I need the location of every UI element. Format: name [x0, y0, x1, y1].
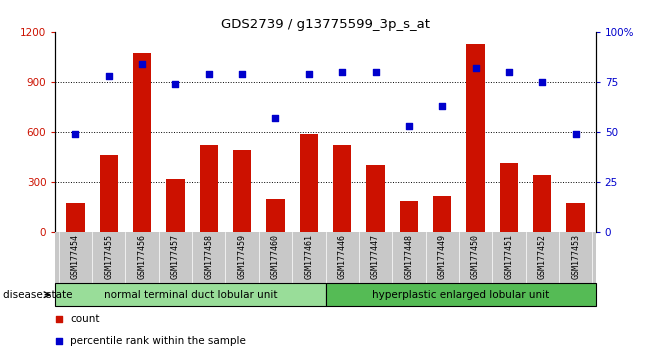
Point	[137, 61, 147, 67]
Point	[437, 103, 447, 109]
Bar	[433, 196, 451, 232]
Bar	[500, 163, 518, 232]
Text: GSM177455: GSM177455	[104, 234, 113, 279]
Point	[537, 79, 547, 85]
Bar	[200, 145, 218, 232]
Bar	[66, 203, 85, 232]
Text: count: count	[70, 314, 100, 324]
Text: GSM177456: GSM177456	[137, 234, 146, 279]
Text: GSM177450: GSM177450	[471, 234, 480, 279]
Point	[270, 115, 281, 121]
Text: GSM177461: GSM177461	[304, 234, 313, 279]
Point	[337, 69, 348, 75]
Point	[404, 123, 414, 129]
Text: disease state: disease state	[3, 290, 73, 300]
Text: GSM177459: GSM177459	[238, 234, 247, 279]
Point	[204, 71, 214, 77]
Point	[471, 65, 481, 71]
Bar	[533, 175, 551, 232]
Text: GSM177447: GSM177447	[371, 234, 380, 279]
Text: GSM177446: GSM177446	[338, 234, 347, 279]
Bar	[333, 145, 352, 232]
Text: GSM177452: GSM177452	[538, 234, 547, 279]
Text: GSM177449: GSM177449	[437, 234, 447, 279]
Point	[370, 69, 381, 75]
Bar	[466, 44, 485, 232]
Bar	[400, 201, 418, 232]
Point	[104, 73, 114, 79]
Text: normal terminal duct lobular unit: normal terminal duct lobular unit	[104, 290, 277, 300]
Bar	[566, 203, 585, 232]
Point	[53, 338, 64, 343]
Text: GSM177458: GSM177458	[204, 234, 214, 279]
Bar	[233, 150, 251, 232]
Bar	[166, 178, 185, 232]
Text: GSM177457: GSM177457	[171, 234, 180, 279]
Point	[70, 131, 81, 137]
Bar	[55, 283, 325, 306]
Bar	[299, 133, 318, 232]
Bar	[266, 199, 284, 232]
Title: GDS2739 / g13775599_3p_s_at: GDS2739 / g13775599_3p_s_at	[221, 18, 430, 31]
Point	[53, 316, 64, 321]
Point	[504, 69, 514, 75]
Bar	[100, 155, 118, 232]
Text: GSM177448: GSM177448	[404, 234, 413, 279]
Point	[570, 131, 581, 137]
Text: GSM177454: GSM177454	[71, 234, 80, 279]
Text: hyperplastic enlarged lobular unit: hyperplastic enlarged lobular unit	[372, 290, 549, 300]
Bar	[326, 283, 596, 306]
Text: percentile rank within the sample: percentile rank within the sample	[70, 336, 246, 346]
Text: GSM177451: GSM177451	[505, 234, 514, 279]
Text: GSM177460: GSM177460	[271, 234, 280, 279]
Point	[237, 71, 247, 77]
Text: GSM177453: GSM177453	[571, 234, 580, 279]
Bar	[367, 165, 385, 232]
Point	[170, 81, 180, 87]
Point	[303, 71, 314, 77]
Bar	[133, 53, 151, 232]
